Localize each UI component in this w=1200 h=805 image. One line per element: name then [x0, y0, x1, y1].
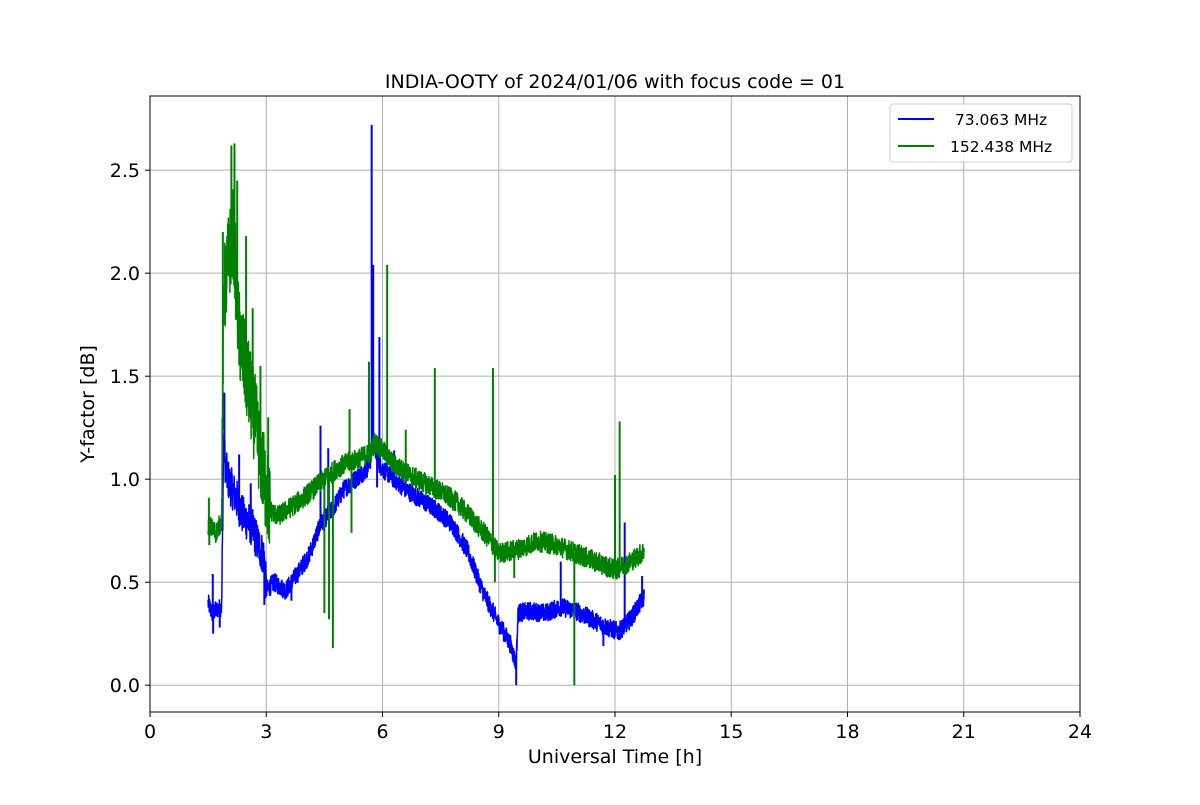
- series-layer: [207, 124, 645, 686]
- legend-label-73mhz: 73.063 MHz: [945, 111, 1047, 129]
- legend: 73.063 MHz 152.438 MHz: [889, 103, 1073, 163]
- x-tick-label: 9: [493, 721, 505, 743]
- x-tick-label: 0: [144, 721, 156, 743]
- y-tick-label: 0.0: [110, 675, 140, 697]
- series-152mhz: [207, 143, 645, 686]
- x-tick-label: 6: [376, 721, 388, 743]
- y-tick-label: 1.5: [110, 366, 140, 388]
- x-axis-label: Universal Time [h]: [528, 746, 702, 768]
- x-tick-label: 24: [1068, 721, 1092, 743]
- x-tick-label: 12: [603, 721, 627, 743]
- x-tick-label: 15: [719, 721, 743, 743]
- series-73mhz: [207, 124, 645, 686]
- series-line: [207, 189, 645, 580]
- tick-layer: 0 3 6 9 12 15 18 21 24 0.0 0.5 1.0 1.5 2.0 2.5: [110, 160, 1092, 743]
- x-tick-label: 18: [835, 721, 859, 743]
- x-tick-label: 21: [952, 721, 976, 743]
- y-tick-label: 0.5: [110, 572, 140, 594]
- y-tick-label: 2.5: [110, 160, 140, 182]
- y-tick-label: 2.0: [110, 263, 140, 285]
- y-axis-label: Y-factor [dB]: [77, 345, 99, 464]
- chart-title: INDIA-OOTY of 2024/01/06 with focus code…: [385, 71, 845, 93]
- legend-label-152mhz: 152.438 MHz: [950, 138, 1052, 156]
- legend-box: [889, 103, 1073, 163]
- y-tick-label: 1.0: [110, 469, 140, 491]
- x-tick-label: 3: [260, 721, 272, 743]
- series-line: [207, 427, 645, 670]
